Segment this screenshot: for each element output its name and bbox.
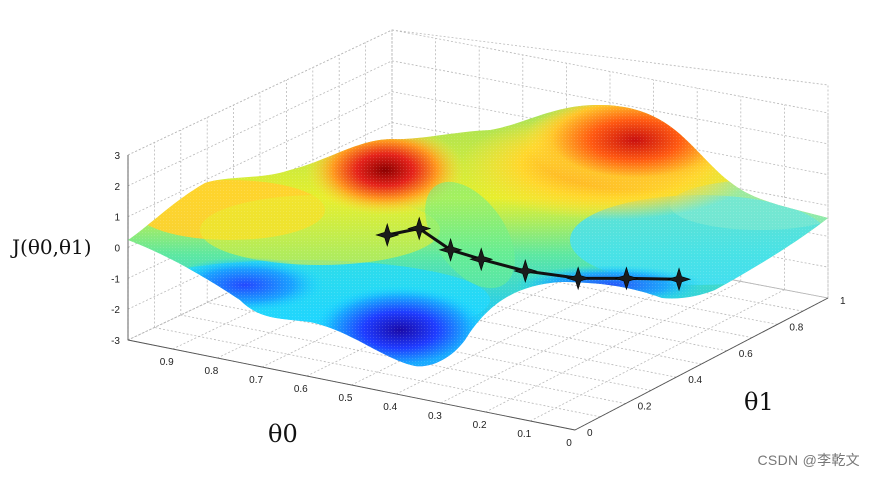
- y-tick-label: 0: [587, 428, 593, 439]
- descent-step-marker: [566, 266, 591, 291]
- x-tick-label: 0.2: [473, 420, 487, 431]
- y-tick-label: 0.2: [638, 402, 652, 413]
- grid-line: [127, 91, 393, 218]
- x-tick-label: 0: [566, 438, 572, 449]
- z-tick-label: -2: [111, 305, 120, 316]
- watermark: CSDN @李乾文: [757, 452, 860, 468]
- x-tick-labels: 0.9 0.8 0.7 0.6 0.5 0.4 0.3 0.2 0.1 0: [160, 357, 572, 449]
- descent-path: [375, 216, 692, 292]
- z-axis-label: J(θ0,θ1): [10, 235, 92, 259]
- z-tick-label: 2: [114, 182, 120, 193]
- x-tick-label: 0.9: [160, 357, 174, 368]
- y-axis-label: θ1: [744, 388, 774, 416]
- x-axis-label: θ0: [268, 420, 298, 448]
- cost-surface: [128, 105, 828, 367]
- descent-step-marker: [667, 267, 692, 292]
- y-tick-labels: 0 0.2 0.4 0.6 0.8 1: [587, 296, 846, 439]
- z-tick-label: 3: [114, 151, 120, 162]
- x-tick-label: 0.4: [383, 402, 397, 413]
- y-tick-label: 0.8: [789, 322, 803, 333]
- descent-step-marker: [513, 258, 538, 284]
- grid-line: [259, 277, 702, 365]
- descent-step-marker: [614, 266, 639, 291]
- descent-step-marker: [469, 247, 494, 272]
- grid-line: [127, 214, 393, 341]
- x-tick-label: 0.6: [294, 384, 308, 395]
- grid-line: [391, 60, 829, 145]
- grid-line: [127, 60, 393, 187]
- descent-step-marker: [375, 222, 400, 247]
- grid-line: [180, 314, 626, 404]
- z-tick-labels: 3 2 1 0 -1 -2 -3: [111, 151, 120, 347]
- z-tick-label: 0: [114, 244, 120, 255]
- z-tick-label: -1: [111, 274, 120, 285]
- x-tick-label: 0.3: [428, 411, 442, 422]
- x-tick-label: 0.8: [204, 366, 218, 377]
- x-tick-label: 0.1: [517, 429, 531, 440]
- grid-line: [396, 264, 654, 395]
- y-tick-label: 0.4: [688, 375, 702, 386]
- x-tick-label: 0.5: [339, 393, 353, 404]
- descent-step-marker: [438, 237, 463, 262]
- grid-line: [127, 29, 393, 156]
- x-tick-label: 0.7: [249, 375, 263, 386]
- y-tick-label: 1: [840, 296, 846, 307]
- z-tick-label: 1: [114, 213, 120, 224]
- y-tick-label: 0.6: [739, 349, 753, 360]
- descent-step-marker: [407, 216, 432, 241]
- grid-line: [127, 183, 393, 310]
- z-tick-label: -3: [111, 336, 120, 347]
